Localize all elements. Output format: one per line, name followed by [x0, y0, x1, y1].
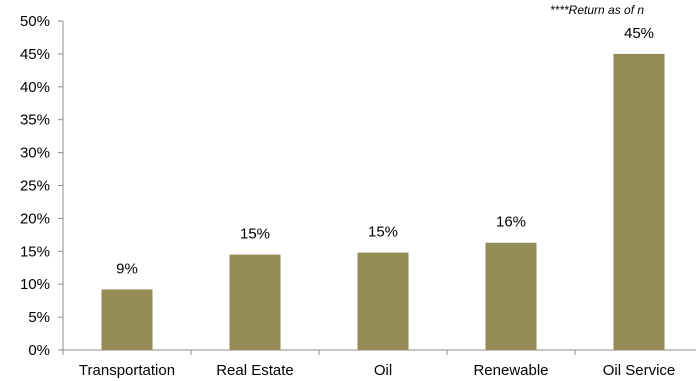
y-tick-label: 25%	[20, 178, 50, 195]
y-tick-label: 45%	[20, 46, 50, 63]
y-axis: 0% 5% 10% 15% 20% 25% 30% 35% 40% 45% 50%	[20, 13, 64, 359]
y-tick-label: 10%	[20, 276, 50, 293]
y-tick-label: 40%	[20, 79, 50, 96]
x-axis: Transportation Real Estate Oil Renewable Oil…	[62, 349, 696, 379]
y-tick-label: 15%	[20, 243, 50, 260]
data-label: 15%	[368, 224, 398, 241]
bar-transportation	[101, 289, 153, 350]
bars	[101, 53, 665, 351]
data-label: 16%	[496, 214, 526, 231]
data-label: 45%	[624, 25, 654, 42]
x-category-label: Renewable	[473, 362, 548, 379]
data-label: 15%	[240, 226, 270, 243]
bar-renewable	[485, 242, 537, 350]
x-category-label: Transportation	[79, 362, 175, 379]
x-category-label: Real Estate	[216, 362, 294, 379]
x-category-label: Oil	[374, 362, 392, 379]
bar-real-estate	[229, 254, 281, 350]
y-tick-label: 20%	[20, 210, 50, 227]
y-tick-label: 5%	[28, 309, 50, 326]
return-note: ****Return as of n	[550, 3, 644, 17]
bar-oil-service	[613, 53, 665, 351]
data-label: 9%	[116, 260, 138, 277]
y-tick-label: 0%	[28, 342, 50, 359]
y-tick-label: 35%	[20, 112, 50, 129]
y-tick-label: 30%	[20, 145, 50, 162]
x-category-label: Oil Service	[603, 362, 676, 379]
bar-oil	[357, 252, 409, 350]
y-tick-label: 50%	[20, 13, 50, 30]
data-labels: 9% 15% 15% 16% 45%	[116, 25, 654, 278]
